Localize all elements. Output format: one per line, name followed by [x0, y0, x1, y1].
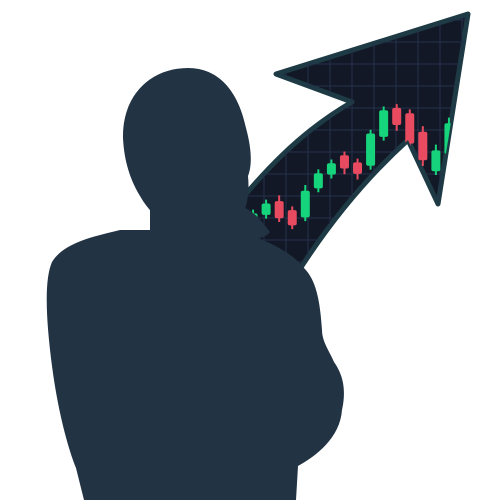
person-body — [46, 230, 344, 500]
person-silhouette — [46, 68, 344, 500]
person-head — [122, 68, 251, 226]
candle-down — [274, 201, 284, 219]
candle-down — [405, 113, 415, 144]
candle-down — [287, 210, 297, 226]
candle-down — [353, 162, 363, 174]
candle-up — [457, 90, 467, 118]
candle-down — [418, 131, 428, 161]
person-neck — [150, 196, 232, 232]
candle-up — [300, 190, 310, 218]
candle-up — [313, 173, 323, 189]
candle-up — [431, 150, 441, 172]
candle-up — [379, 110, 389, 137]
candle-up — [366, 133, 376, 166]
candle-down — [392, 107, 402, 126]
candle-up — [326, 163, 336, 175]
candle-down — [339, 155, 349, 169]
person-hand — [206, 204, 270, 240]
candle-up — [261, 203, 271, 215]
